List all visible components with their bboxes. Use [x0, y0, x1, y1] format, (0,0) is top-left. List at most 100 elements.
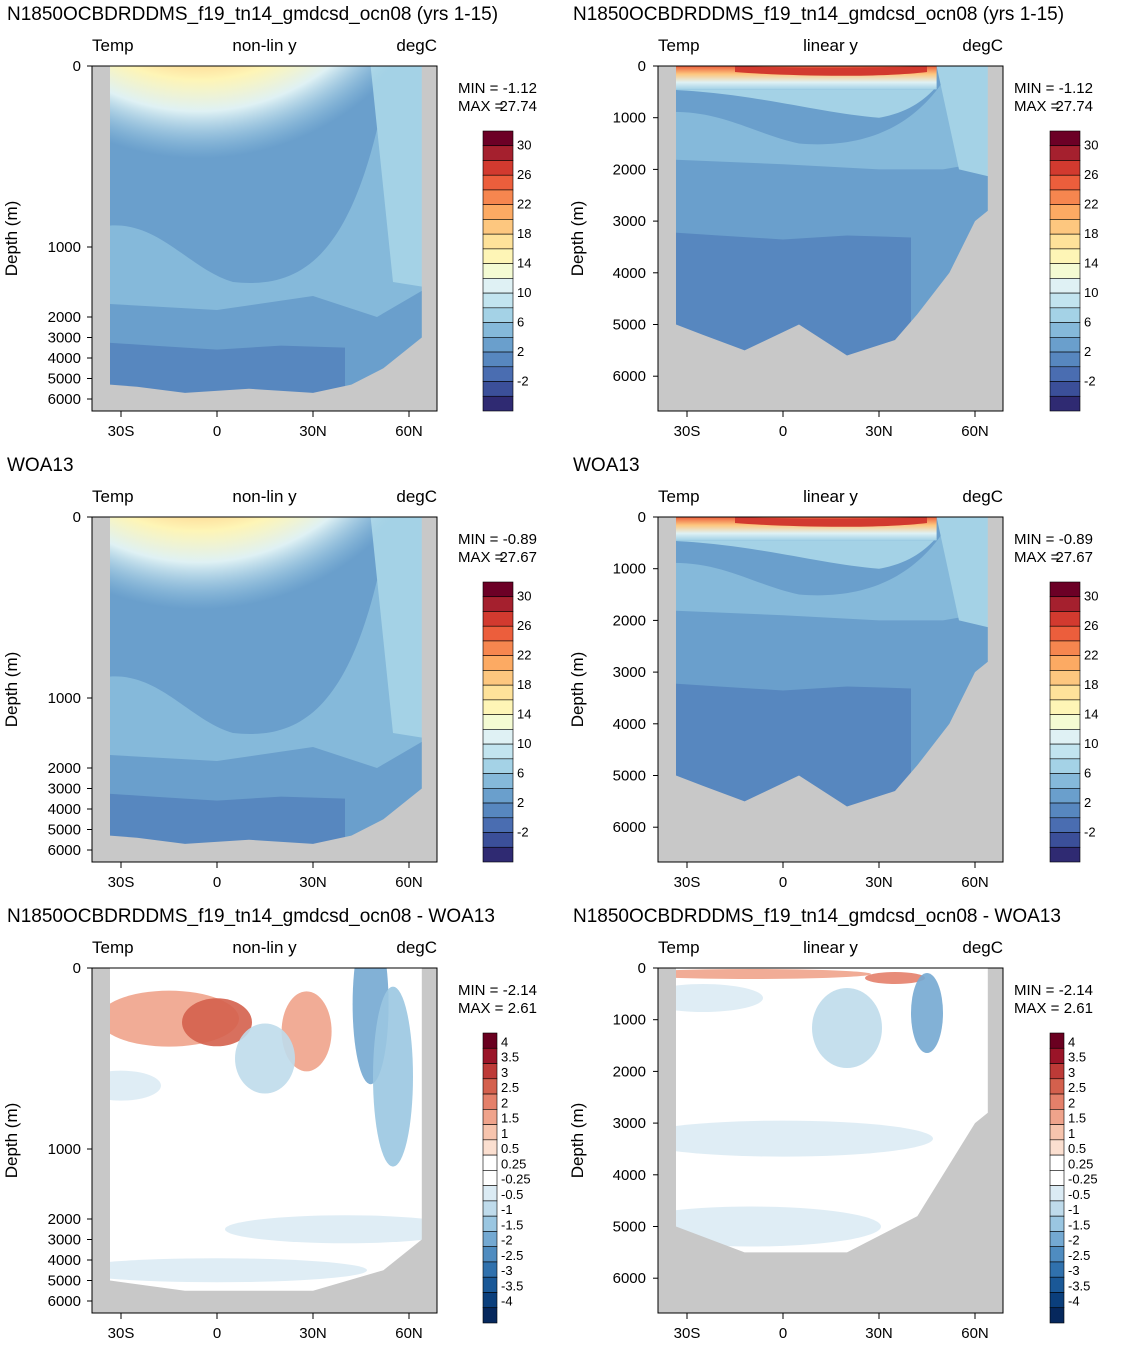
max-label: MAX =: [1014, 98, 1060, 115]
colorbar-swatch: [482, 1231, 498, 1247]
xtick-label: 30N: [299, 423, 327, 440]
intermediate-water-layer: [658, 81, 1003, 170]
colorbar-swatch: [482, 278, 514, 294]
ytick-label: 0: [73, 58, 81, 75]
colorbar-swatch: [482, 743, 514, 760]
land-mask: [658, 66, 1003, 411]
xtick-label: 30N: [299, 1325, 327, 1342]
colorbar-label: 3: [1068, 1065, 1075, 1080]
xtick-label: 30S: [674, 874, 701, 891]
plot-area-diff-nonlinear: [92, 968, 437, 1313]
ytick-label: 6000: [613, 819, 646, 836]
min-label: MIN =: [458, 982, 499, 999]
anomaly-patch: [658, 984, 763, 1012]
colorbar-label: 2: [517, 795, 524, 810]
max-value: 27.67: [499, 549, 537, 566]
min-label: MIN =: [458, 80, 499, 97]
ytick-label: 5000: [48, 822, 81, 839]
center-label: non-lin y: [232, 938, 297, 957]
colorbar-swatch: [482, 1109, 498, 1125]
colorbar-swatch: [482, 817, 514, 833]
colorbar-swatch: [482, 581, 514, 598]
colorbar-swatch: [1049, 381, 1081, 397]
panel-obs-nonlinear: WOA13 Temp non-lin y degC 0 1000 2000 3000 4000 5…: [2, 455, 537, 891]
colorbar-swatch: [482, 322, 514, 338]
xtick-label: 0: [779, 423, 787, 440]
ytick-label: 2000: [48, 760, 81, 777]
colorbar-label: -4: [1068, 1294, 1080, 1309]
colorbar-swatch: [1049, 160, 1081, 176]
colorbar-label: 18: [1084, 226, 1098, 241]
plot-frame: [657, 516, 1004, 863]
anomaly-patch: [911, 973, 943, 1053]
ytick-label: 0: [638, 509, 646, 526]
intermediate-water-layer: [92, 129, 437, 317]
colorbar-swatch: [1049, 204, 1081, 220]
northern-column: [936, 517, 1003, 631]
colorbar-swatch: [482, 307, 514, 323]
land-mask: [92, 517, 437, 862]
colorbar-label: 1.5: [1068, 1111, 1086, 1126]
colorbar-swatch: [1049, 1078, 1065, 1095]
colorbar-swatch: [1049, 802, 1081, 819]
colorbar-label: 10: [517, 285, 531, 300]
ytick-label: 2000: [613, 1063, 646, 1080]
ytick-label: 5000: [48, 1273, 81, 1290]
anomaly-patch: [92, 1258, 367, 1283]
colorbar-swatch: [1049, 729, 1081, 745]
y-axis-label: Depth (m): [568, 652, 587, 728]
colorbar-swatch: [1049, 337, 1081, 353]
ytick-label: 6000: [48, 391, 81, 408]
colorbar-swatch: [482, 640, 514, 656]
colorbar-label: -1: [501, 1202, 513, 1217]
ytick-label: 1000: [48, 1141, 81, 1158]
colorbar-swatch: [482, 1047, 498, 1064]
panel-title: N1850OCBDRDDMS_f19_tn14_gmdcsd_ocn08 - W…: [573, 906, 1061, 927]
ytick-label: 5000: [613, 768, 646, 785]
xtick-label: 30S: [108, 874, 135, 891]
xtick-label: 60N: [395, 874, 423, 891]
anomaly-patch: [658, 1120, 933, 1157]
left-label: Temp: [658, 36, 700, 55]
colorbar-swatch: [482, 1139, 498, 1156]
ytick-label: 3000: [613, 664, 646, 681]
colorbar-swatch: [1049, 1047, 1065, 1064]
anomaly-patch: [182, 998, 252, 1047]
colorbar-swatch: [1049, 130, 1081, 147]
colorbar-swatch: [1049, 1215, 1065, 1232]
colorbar-swatch: [1049, 611, 1081, 627]
colorbar-swatch: [1049, 1032, 1065, 1049]
xtick-label: 60N: [961, 874, 989, 891]
right-label: degC: [962, 487, 1003, 506]
ytick-label: 0: [73, 960, 81, 977]
colorbar-swatch: [482, 1078, 498, 1095]
colorbar-swatch: [1049, 1124, 1065, 1141]
ytick-label: 4000: [48, 801, 81, 818]
panel-model-nonlinear: N1850OCBDRDDMS_f19_tn14_gmdcsd_ocn08 (yr…: [2, 4, 537, 440]
colorbar-label: 22: [517, 197, 531, 212]
center-label: linear y: [803, 36, 858, 55]
panel-title: N1850OCBDRDDMS_f19_tn14_gmdcsd_ocn08 - W…: [7, 906, 495, 927]
min-label: MIN =: [1014, 531, 1055, 548]
colorbar-label: 1: [1068, 1126, 1075, 1141]
colorbar-label: -2: [517, 374, 529, 389]
colorbar-swatch: [1049, 1292, 1065, 1309]
colorbar-swatch: [1049, 219, 1081, 235]
colorbar-label: 26: [1084, 167, 1098, 182]
xtick-label: 0: [779, 1325, 787, 1342]
colorbar-swatch: [1049, 1170, 1065, 1186]
colorbar-label: 18: [517, 677, 531, 692]
colorbar-swatch: [482, 248, 514, 264]
colorbar-label: 0.5: [501, 1141, 519, 1156]
colorbar-swatch: [482, 174, 514, 191]
min-value: -0.89: [1059, 531, 1093, 548]
ytick-label: 1000: [48, 239, 81, 256]
y-axis-label: Depth (m): [2, 652, 21, 728]
plot-frame: [657, 65, 1004, 412]
colorbar-swatch: [1049, 1307, 1065, 1324]
colorbar-swatch: [482, 1307, 498, 1324]
max-label: MAX =: [1014, 549, 1060, 566]
ytick-label: 2000: [613, 161, 646, 178]
max-label: MAX =: [458, 1000, 504, 1017]
colorbar-label: -4: [501, 1294, 513, 1309]
